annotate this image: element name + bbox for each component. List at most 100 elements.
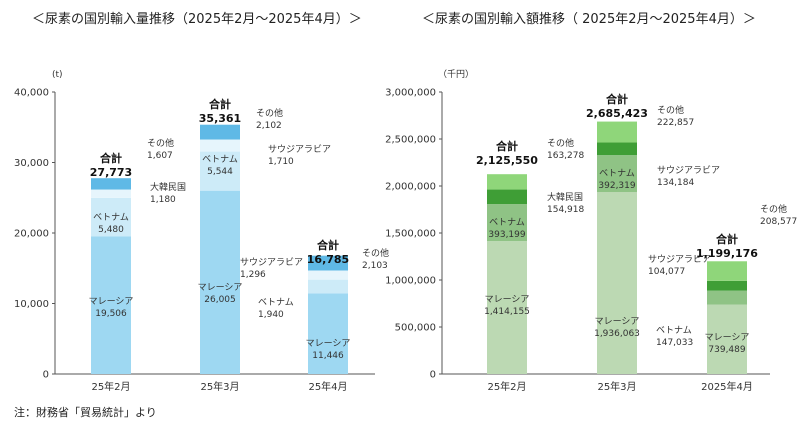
bar-segment (200, 151, 240, 191)
total-value: 1,199,176 (696, 247, 758, 260)
segment-name-label: サウジアラビア (268, 144, 331, 155)
segment-name-label: その他 (760, 203, 787, 215)
total-value: 2,685,423 (586, 107, 648, 120)
bar-segment (308, 255, 348, 271)
segment-name-label: サウジアラビア (648, 254, 711, 265)
total-value: 16,785 (307, 253, 349, 266)
segment-value-label: 5,480 (98, 225, 124, 235)
segment-name-label: 大韓民国 (150, 181, 186, 193)
segment-value-label: 739,489 (708, 345, 745, 355)
segment-name-label: その他 (147, 137, 174, 149)
bar-segment (597, 155, 637, 193)
y-tick-label: 2,500,000 (385, 135, 436, 146)
segment-value-label: 1,936,063 (594, 329, 640, 339)
segment-name-label: マレーシア (89, 297, 134, 307)
x-category-label: 2025年4月 (701, 380, 753, 393)
total-heading: 合計 (716, 232, 738, 246)
bar-segment (707, 280, 747, 291)
y-tick-label: 1,500,000 (385, 229, 436, 240)
y-tick-label: 20,000 (14, 229, 49, 240)
segment-name-label: 大韓民国 (547, 191, 583, 203)
segment-value-label: 19,506 (95, 309, 127, 319)
x-category-label: 25年2月 (487, 380, 526, 393)
segment-value-label: 1,414,155 (484, 307, 530, 317)
segment-name-label: ベトナム (93, 212, 129, 223)
segment-value-label: 1,940 (258, 310, 284, 320)
segment-value-label: 1,710 (268, 157, 294, 167)
bar-segment (200, 124, 240, 140)
segment-value-label: 392,319 (598, 181, 635, 191)
bar-segment (91, 189, 131, 198)
segment-name-label: ベトナム (599, 168, 635, 179)
y-tick-label: 10,000 (14, 299, 49, 310)
segment-name-label: マレーシア (485, 295, 530, 305)
segment-name-label: ベトナム (202, 154, 238, 165)
bar-segment (200, 139, 240, 152)
y-tick-label: 30,000 (14, 158, 49, 169)
segment-name-label: マレーシア (705, 333, 750, 343)
charts-canvas: (t) 0 10,000 20,000 30,000 40,000 マレーシア 19,506 ベ… (14, 69, 797, 393)
segment-name-label: ベトナム (656, 325, 692, 336)
y-tick-label: 2,000,000 (385, 182, 436, 193)
segment-value-label: 154,918 (547, 205, 584, 215)
bar-segment (91, 236, 131, 374)
bar-segment (707, 304, 747, 374)
bar-segment (597, 142, 637, 156)
segment-value-label: 1,607 (147, 151, 173, 161)
x-category-label: 25年4月 (308, 380, 347, 393)
segment-name-label: その他 (256, 107, 283, 119)
segment-value-label: 11,446 (312, 351, 344, 361)
segment-name-label: サウジアラビア (657, 165, 720, 176)
total-heading: 合計 (209, 97, 231, 111)
right-chart-title: ＜尿素の国別輸入額推移（ 2025年2月～2025年4月）＞ (422, 12, 756, 27)
source-note: 注：財務省「貿易統計」より (14, 406, 157, 419)
x-category-label: 25年2月 (91, 380, 130, 393)
y-tick-label: 500,000 (395, 323, 436, 334)
y-unit-label: (t) (52, 70, 63, 80)
segment-name-label: マレーシア (306, 339, 351, 349)
y-tick-label: 1,000,000 (385, 276, 436, 287)
segment-value-label: 134,184 (657, 178, 694, 188)
y-tick-label: 40,000 (14, 88, 49, 99)
bar-segment (487, 241, 527, 374)
segment-name-label: ベトナム (489, 217, 525, 228)
y-tick-label: 0 (43, 370, 49, 381)
y-tick-label: 0 (430, 370, 436, 381)
bar-segment (707, 261, 747, 281)
bar-segment (308, 279, 348, 294)
segment-value-label: 5,544 (207, 167, 233, 177)
total-heading: 合計 (496, 139, 518, 153)
segment-name-label: マレーシア (595, 317, 640, 327)
segment-name-label: その他 (657, 104, 684, 116)
segment-name-label: ベトナム (258, 297, 294, 308)
segment-value-label: 2,102 (256, 121, 282, 131)
left-chart-title: ＜尿素の国別輸入量推移（2025年2月～2025年4月）＞ (32, 12, 362, 27)
segment-value-label: 208,577 (760, 217, 797, 227)
bar-segment (487, 174, 527, 190)
total-value: 35,361 (199, 112, 241, 125)
segment-name-label: マレーシア (198, 283, 243, 293)
bar-segment (91, 178, 131, 190)
total-heading: 合計 (606, 92, 628, 106)
bar-segment (308, 270, 348, 280)
bar-segment (487, 204, 527, 242)
y-tick-label: 3,000,000 (385, 88, 436, 99)
segment-name-label: サウジアラビア (240, 257, 303, 268)
segment-value-label: 104,077 (648, 267, 685, 277)
bar-segment (200, 190, 240, 374)
bar-segment (597, 192, 637, 374)
total-value: 2,125,550 (476, 154, 538, 167)
bar-segment (597, 121, 637, 143)
x-category-label: 25年3月 (200, 380, 239, 393)
total-heading: 合計 (100, 151, 122, 165)
segment-value-label: 1,296 (240, 270, 266, 280)
total-value: 27,773 (90, 166, 132, 179)
segment-value-label: 163,278 (547, 151, 584, 161)
bar-segment (308, 293, 348, 374)
segment-value-label: 393,199 (488, 230, 525, 240)
segment-name-label: その他 (547, 137, 574, 149)
bar-segment (707, 290, 747, 305)
segment-value-label: 2,103 (362, 261, 388, 271)
bar-segment (487, 189, 527, 205)
total-heading: 合計 (317, 238, 339, 252)
